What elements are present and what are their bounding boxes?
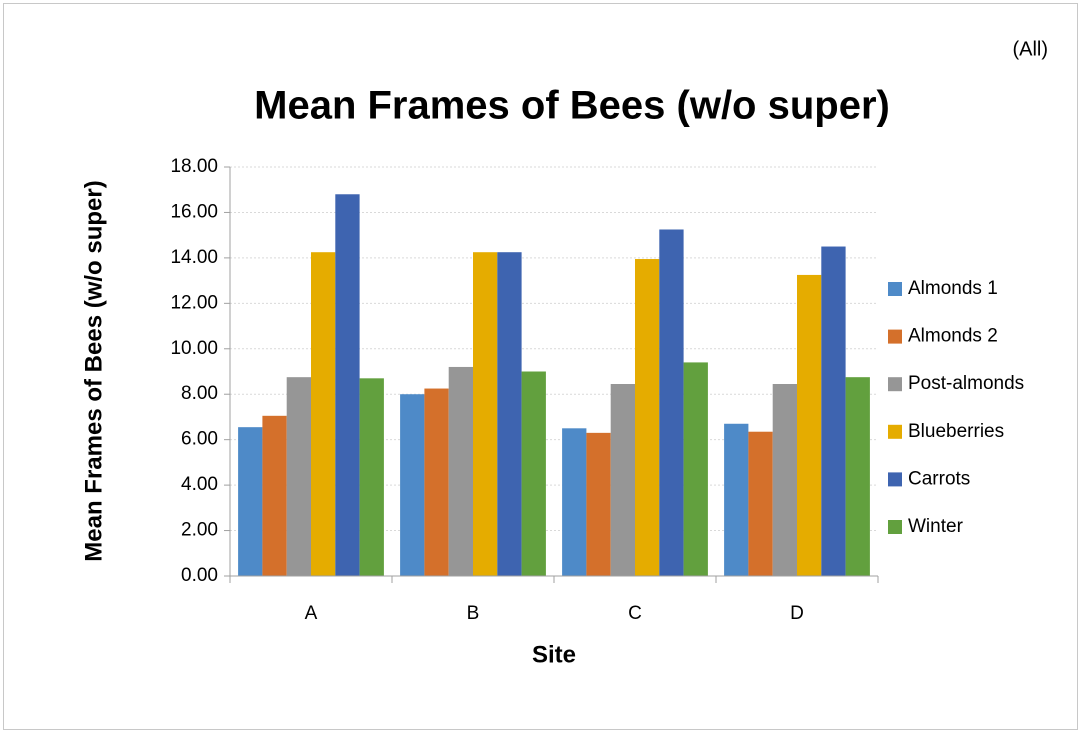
- bar: [448, 366, 473, 576]
- x-tick-label: A: [305, 603, 318, 624]
- y-tick-label: 6.00: [181, 429, 218, 450]
- legend-swatch: [888, 472, 902, 487]
- bar: [821, 246, 846, 576]
- legend-swatch: [888, 377, 902, 392]
- bar: [635, 259, 660, 576]
- x-axis-title: Site: [532, 641, 576, 668]
- bar: [683, 362, 708, 576]
- bar: [311, 252, 336, 577]
- legend-label: Carrots: [908, 468, 970, 489]
- legend-swatch: [888, 282, 902, 296]
- bar: [473, 252, 498, 577]
- y-tick-label: 8.00: [181, 383, 218, 404]
- legend-label: Almonds 2: [908, 326, 998, 347]
- y-axis-title: Mean Frames of Bees (w/o super): [80, 180, 107, 561]
- y-tick-label: 18.00: [170, 156, 218, 177]
- bar: [797, 274, 822, 576]
- bar: [238, 427, 263, 576]
- bar: [424, 388, 449, 576]
- y-tick-label: 12.00: [170, 292, 218, 313]
- bar: [659, 229, 684, 576]
- y-tick-label: 16.00: [170, 201, 218, 222]
- y-tick-label: 2.00: [181, 520, 218, 541]
- bar: [497, 252, 522, 577]
- legend-label: Blueberries: [908, 421, 1004, 442]
- legend-label: Almonds 1: [908, 278, 998, 299]
- bar: [286, 377, 311, 576]
- bar: [262, 415, 287, 576]
- bar: [400, 394, 425, 576]
- x-tick-label: D: [790, 603, 804, 624]
- filter-label: (All): [1012, 38, 1048, 60]
- chart-border: [3, 3, 1078, 730]
- bar: [845, 377, 870, 576]
- x-tick-label: B: [467, 603, 480, 624]
- y-tick-label: 10.00: [170, 338, 218, 359]
- bar: [772, 383, 797, 576]
- y-tick-label: 0.00: [181, 565, 218, 586]
- legend-swatch: [888, 520, 902, 534]
- legend-swatch: [888, 329, 902, 344]
- bar: [335, 194, 360, 576]
- legend-swatch: [888, 424, 902, 439]
- bar: [562, 428, 587, 576]
- y-tick-label: 14.00: [170, 247, 218, 268]
- bar: [359, 378, 384, 576]
- bar: [748, 431, 773, 576]
- bar: [724, 423, 749, 576]
- bar: [610, 383, 635, 576]
- bar: [586, 432, 611, 576]
- legend-label: Winter: [908, 516, 964, 537]
- legend-label: Post-almonds: [908, 373, 1024, 394]
- x-tick-label: C: [628, 603, 642, 624]
- y-tick-label: 4.00: [181, 474, 218, 495]
- bar: [521, 371, 546, 576]
- chart-title: Mean Frames of Bees (w/o super): [254, 84, 890, 128]
